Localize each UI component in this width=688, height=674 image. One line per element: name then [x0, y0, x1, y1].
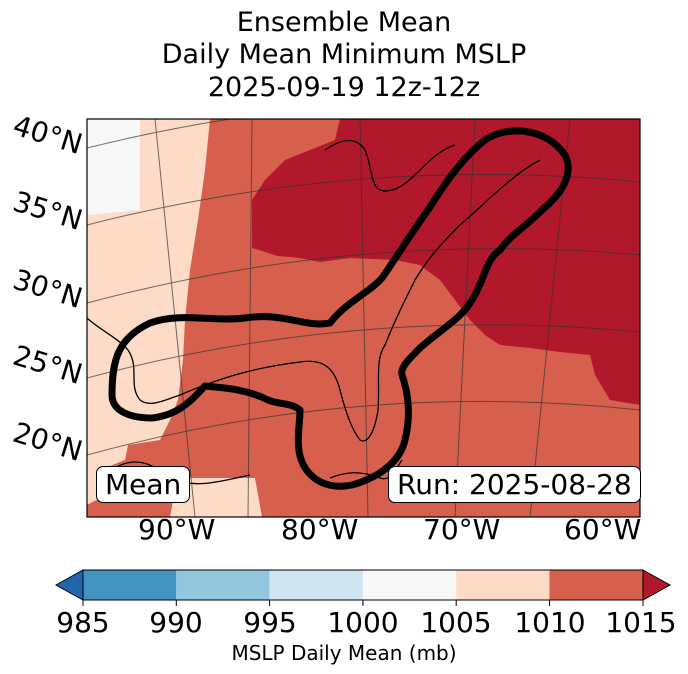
run-label-box: Run: 2025-08-28 — [388, 466, 641, 503]
colorbar-tick-990: 990 — [149, 606, 203, 639]
title-line-1: Ensemble Mean — [236, 7, 452, 38]
lon-label-80w: 80°W — [281, 513, 359, 546]
colorbar-tick-1015: 1015 — [605, 606, 677, 639]
colorbar-seg-1010 — [549, 570, 643, 600]
colorbar-seg-1000 — [362, 570, 457, 600]
parallel-25n — [87, 324, 640, 379]
mslp-contour — [108, 127, 572, 490]
colorbar-tick-1005: 1005 — [420, 606, 492, 639]
colorbar-seg-985 — [83, 570, 177, 600]
colorbar-tick-1000: 1000 — [327, 606, 399, 639]
parallel-30n — [87, 248, 640, 304]
colorbar — [54, 569, 672, 606]
colorbar-extend-low — [54, 569, 84, 601]
colorbar-seg-1005 — [456, 570, 550, 600]
lon-label-70w: 70°W — [423, 513, 501, 546]
field-1000-1005 — [87, 119, 140, 215]
meridian-60w — [454, 119, 476, 517]
parallel-35n — [87, 174, 640, 226]
colorbar-tick-1010: 1010 — [514, 606, 586, 639]
colorbar-label: MSLP Daily Mean (mb) — [231, 641, 457, 665]
title-line-2: Daily Mean Minimum MSLP — [161, 39, 527, 70]
meridian-70w — [359, 119, 369, 517]
title-line-3: 2025-09-19 12z-12z — [207, 72, 481, 103]
coastline-greatlakes — [324, 139, 456, 192]
colorbar-tick-985: 985 — [56, 606, 110, 639]
parallel-40n — [87, 119, 234, 149]
colorbar-seg-995 — [269, 570, 363, 600]
lon-label-60w: 60°W — [564, 513, 642, 546]
mean-label-box: Mean — [96, 466, 191, 503]
coastline-gulf — [87, 159, 541, 442]
colorbar-tick-995: 995 — [243, 606, 297, 639]
lon-label-90w: 90°W — [138, 513, 216, 546]
colorbar-seg-990 — [176, 570, 270, 600]
field-gt1015 — [252, 119, 640, 405]
colorbar-extend-high — [642, 569, 672, 601]
field-yucatan-light — [170, 478, 262, 517]
parallel-20n — [87, 400, 640, 456]
map-frame — [86, 118, 641, 518]
